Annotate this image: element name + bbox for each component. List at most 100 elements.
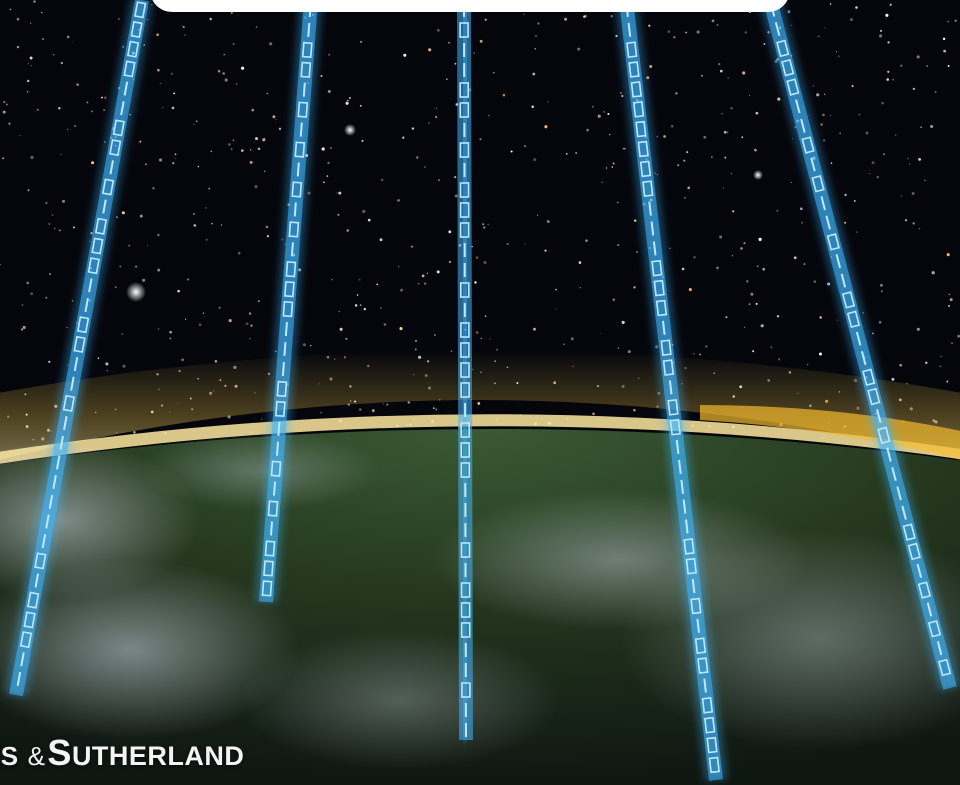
star [104,96,107,99]
star [214,360,218,363]
star [321,147,325,151]
binary-zero-glyph [459,202,470,218]
binary-one-glyph [70,376,75,391]
star [740,247,743,250]
star [686,151,689,154]
logo-rest: UTHERLAND [71,741,245,771]
star [524,243,526,245]
star [616,201,619,204]
star [48,222,51,226]
binary-beam [5,0,153,697]
star [58,229,61,232]
logo-fragment: IS [0,741,19,771]
binary-one-glyph [269,521,274,536]
star [946,253,950,257]
binary-zero-glyph [460,442,471,458]
star [169,330,172,334]
star [537,214,539,216]
star [448,260,452,263]
star [586,128,589,132]
star [157,268,161,272]
binary-zero-glyph [902,523,916,541]
star [792,138,794,140]
star [878,321,882,324]
binary-one-glyph [696,618,700,633]
star [260,418,263,420]
binary-one-glyph [283,341,287,357]
binary-zero-glyph [301,41,313,59]
star [829,3,832,5]
star [60,153,62,155]
star [723,130,727,134]
binary-zero-glyph [632,101,645,118]
star [211,222,213,225]
star [853,199,856,202]
star [29,56,33,60]
star [338,191,342,195]
star [142,278,146,282]
binary-zero-glyph [626,41,638,58]
star [900,64,903,67]
binary-zero-glyph [867,387,881,406]
star [397,199,400,202]
star [118,18,120,20]
binary-beam [759,0,960,691]
beam-body [457,0,473,741]
star [812,85,814,87]
star [177,289,180,293]
star [249,160,253,164]
star [791,181,793,184]
binary-one-glyph [901,505,907,520]
star [76,83,79,86]
star [399,327,403,331]
star [483,261,487,265]
star [376,283,379,286]
binary-one-glyph [293,202,297,217]
star [535,35,537,37]
binary-zero-glyph [263,560,274,577]
star [920,126,922,128]
bright-star [753,170,763,180]
star [926,65,928,67]
binary-one-glyph [109,160,114,175]
star [30,65,32,67]
star [947,304,951,308]
star [858,113,861,116]
binary-zero-glyph [683,538,695,555]
star [435,408,438,411]
star [326,175,329,177]
star [193,123,195,125]
star [757,265,759,267]
star [402,136,405,139]
star [346,229,349,232]
star [436,270,440,274]
star [776,315,780,318]
star [152,186,155,190]
star [750,292,754,296]
star [435,107,437,109]
binary-zero-glyph [294,141,306,158]
binary-one-glyph [464,662,467,678]
star [575,152,577,154]
star [266,235,269,238]
star [198,323,202,327]
star [816,93,820,97]
star [943,49,946,53]
star [763,43,766,45]
star [383,323,387,326]
star [716,266,719,270]
binary-zero-glyph [927,620,942,638]
binary-one-glyph [299,122,303,137]
binary-zero-glyph [284,281,295,298]
binary-zero-glyph [288,221,300,238]
star [249,149,252,151]
star [724,156,727,159]
star [806,363,809,366]
binary-zero-glyph [275,400,286,418]
star [865,131,869,135]
star [646,76,650,80]
star [5,103,8,106]
star [309,344,312,347]
binary-zero-glyph [708,756,720,774]
star [819,316,822,319]
